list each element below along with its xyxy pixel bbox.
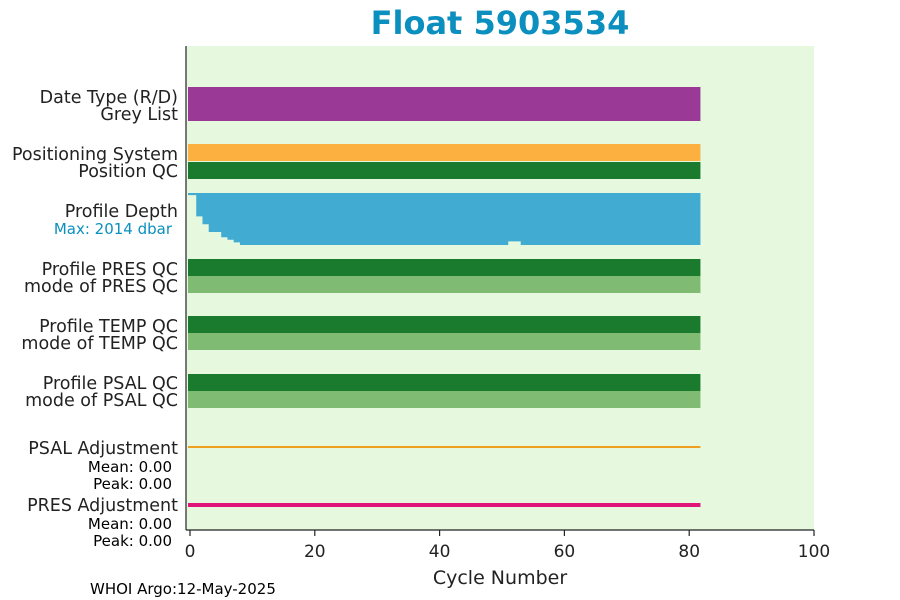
bar-mode-of-psal-qc: [188, 391, 701, 408]
profile-depth-area: [188, 193, 701, 245]
x-tick-label: 60: [554, 542, 576, 562]
x-tick-label: 100: [798, 542, 830, 562]
mean-label-psal-adjustment: Mean: 0.00: [88, 458, 172, 476]
row-label-position-qc: Position QC: [78, 162, 178, 182]
row-label-profile-temp-qc: Profile TEMP QC: [39, 317, 178, 337]
x-axis-ticks: 0 20 40 60 80 100: [185, 530, 830, 562]
bar-psal-adjustment: [188, 446, 701, 448]
bar-group: [188, 87, 701, 507]
bar-grey-list: [188, 104, 701, 121]
bar-date-type-r-d: [188, 87, 701, 104]
row-label-date-type-r-d: Date Type (R/D): [40, 88, 178, 108]
mean-label-pres-adjustment: Mean: 0.00: [88, 515, 172, 533]
footer-text: WHOI Argo:12-May-2025: [90, 580, 276, 598]
max-depth-label: Max: 2014 dbar: [54, 220, 173, 238]
row-label-mode-of-psal-qc: mode of PSAL QC: [25, 391, 178, 411]
row-label-pres-adjustment: PRES Adjustment: [27, 496, 178, 516]
bar-profile-temp-qc: [188, 316, 701, 333]
chart-title: Float 5903534: [371, 4, 630, 42]
x-tick-label: 80: [678, 542, 700, 562]
row-label-mode-of-temp-qc: mode of TEMP QC: [21, 334, 178, 354]
bar-mode-of-temp-qc: [188, 333, 701, 350]
bar-position-qc: [188, 162, 701, 179]
x-tick-label: 20: [304, 542, 326, 562]
peak-label-psal-adjustment: Peak: 0.00: [93, 475, 172, 493]
bar-pres-adjustment: [188, 503, 701, 507]
row-label-grey-list: Grey List: [100, 105, 178, 125]
bar-positioning-system: [188, 144, 701, 161]
row-label-profile-depth: Profile Depth: [65, 202, 178, 222]
bar-profile-psal-qc: [188, 374, 701, 391]
row-labels: Date Type (R/D)Grey List Positioning Syst…: [12, 88, 178, 550]
row-label-positioning-system: Positioning System: [12, 145, 178, 165]
profile-depth-fill: [188, 193, 701, 245]
peak-label-pres-adjustment: Peak: 0.00: [93, 532, 172, 550]
row-label-profile-pres-qc: Profile PRES QC: [42, 260, 178, 280]
row-label-psal-adjustment: PSAL Adjustment: [28, 439, 178, 459]
row-label-profile-psal-qc: Profile PSAL QC: [43, 374, 178, 394]
bar-profile-pres-qc: [188, 259, 701, 276]
x-axis-label: Cycle Number: [433, 567, 567, 589]
row-label-mode-of-pres-qc: mode of PRES QC: [24, 277, 178, 297]
bar-mode-of-pres-qc: [188, 276, 701, 293]
x-tick-label: 0: [185, 542, 196, 562]
x-tick-label: 40: [429, 542, 451, 562]
